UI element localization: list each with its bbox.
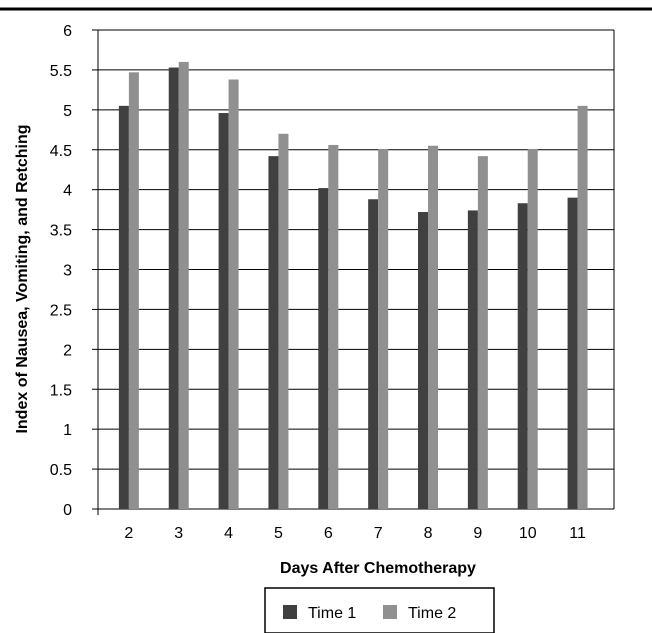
bar-time-2-day-7 — [378, 148, 389, 509]
bar-time-2-day-4 — [228, 79, 239, 509]
legend-swatch-time-2 — [383, 605, 397, 619]
y-tick-label: 6 — [63, 23, 72, 40]
y-tick-label: 2 — [63, 342, 72, 359]
y-tick-label: 1 — [63, 422, 72, 439]
bar-time-2-day-8 — [428, 145, 439, 509]
x-tick-label: 8 — [424, 525, 433, 542]
legend-swatch-time-1 — [283, 605, 297, 619]
y-tick-label: 5 — [63, 103, 72, 120]
y-tick-label: 3 — [63, 263, 72, 280]
y-tick-labels: 0 0.5 1 1.5 2 2.5 3 3.5 4 4.5 5 5.5 6 — [50, 23, 72, 519]
bar-time-2-day-3 — [178, 61, 189, 509]
bar-time-1-day-8 — [418, 212, 429, 509]
y-tick-label: 4 — [63, 183, 72, 200]
legend-box — [264, 587, 495, 633]
bar-time-1-day-4 — [218, 113, 229, 509]
bar-time-1-day-9 — [467, 210, 478, 509]
bar-time-2-day-5 — [278, 133, 289, 510]
bar-time-2-day-10 — [527, 148, 538, 509]
bar-time-1-day-11 — [567, 197, 578, 509]
x-tick-label: 2 — [124, 525, 133, 542]
bar-time-1-day-7 — [368, 199, 379, 509]
x-tick-label: 5 — [274, 525, 283, 542]
x-tick-label: 9 — [473, 525, 482, 542]
x-tick-label: 10 — [519, 525, 537, 542]
bar-time-2-day-6 — [328, 144, 339, 509]
y-tick-label: 1.5 — [50, 382, 72, 399]
bar-time-1-day-2 — [118, 105, 129, 509]
y-tick-label: 3.5 — [50, 223, 72, 240]
bar-time-1-day-6 — [318, 188, 329, 509]
x-tick-label: 7 — [374, 525, 383, 542]
legend: Time 1 Time 2 — [264, 587, 495, 633]
x-tick-label: 3 — [174, 525, 183, 542]
y-axis-title: Index of Nausea, Vomiting, and Retching — [14, 124, 31, 433]
x-tick-label: 11 — [569, 525, 586, 542]
y-tick-label: 4.5 — [50, 143, 72, 160]
bars — [118, 61, 588, 510]
bar-time-1-day-10 — [517, 203, 528, 509]
y-tick-label: 5.5 — [50, 63, 72, 80]
x-tick-label: 6 — [324, 525, 333, 542]
y-tick-label: 0.5 — [50, 462, 72, 479]
bar-time-1-day-3 — [168, 67, 179, 509]
y-tick-label: 2.5 — [50, 302, 72, 319]
bar-time-2-day-9 — [477, 156, 488, 510]
x-tick-label: 4 — [224, 525, 233, 542]
bar-time-2-day-2 — [128, 72, 139, 509]
bar-time-1-day-5 — [268, 156, 279, 510]
x-axis-title: Days After Chemotherapy — [280, 560, 476, 577]
legend-label-time-1: Time 1 — [308, 605, 356, 622]
y-tick-label: 0 — [63, 502, 72, 519]
bar-time-2-day-11 — [577, 105, 588, 509]
x-tick-labels: 2 3 4 5 6 7 8 9 10 11 — [124, 525, 586, 542]
legend-label-time-2: Time 2 — [408, 605, 456, 622]
